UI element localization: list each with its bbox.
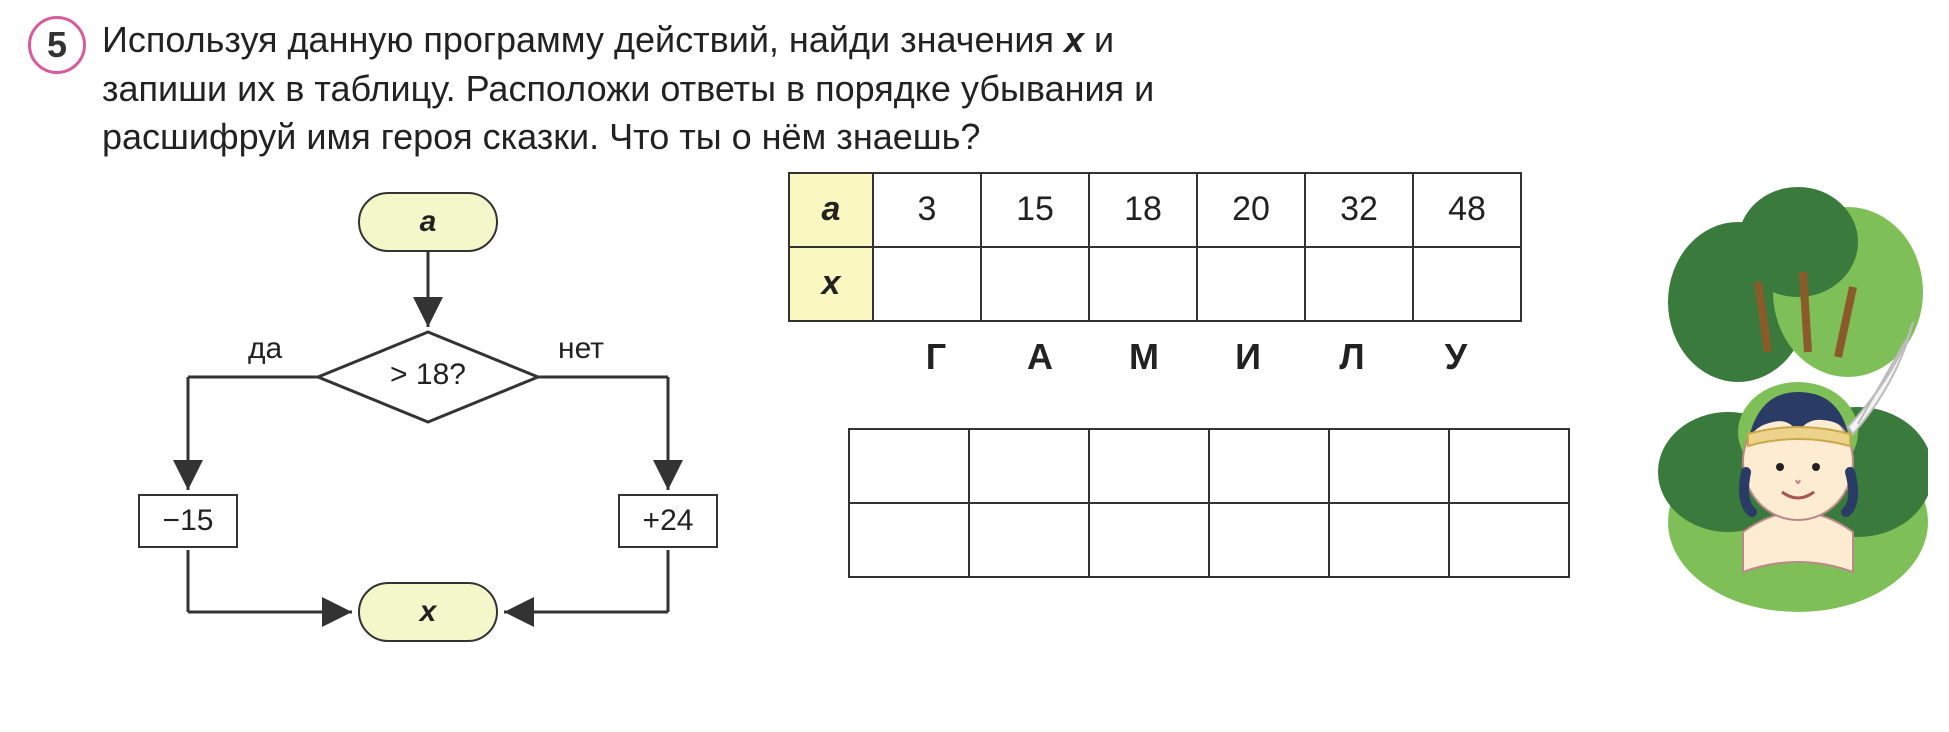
answer-cell[interactable] [849, 429, 969, 503]
row-a-label: a [789, 173, 873, 247]
prompt-part-1b: и [1084, 19, 1114, 60]
x-cell[interactable] [1197, 247, 1305, 321]
answer-cell[interactable] [1449, 503, 1569, 577]
flowchart: a > 18? да нет −15 +24 x [108, 172, 748, 672]
x-cell[interactable] [1305, 247, 1413, 321]
answer-row [849, 503, 1569, 577]
letter: А [988, 336, 1092, 378]
problem-text: Используя данную программу действий, най… [102, 16, 1154, 162]
answer-cell[interactable] [1329, 429, 1449, 503]
prompt-part-1: Используя данную программу действий, най… [102, 19, 1064, 60]
x-cell[interactable] [873, 247, 981, 321]
flowchart-right-op: +24 [618, 494, 718, 548]
letter: Л [1300, 336, 1404, 378]
prompt-part-3: расшифруй имя героя сказки. Что ты о нём… [102, 116, 980, 157]
a-cell: 15 [981, 173, 1089, 247]
character-illustration [1648, 172, 1928, 612]
table-row-a: a 3 15 18 20 32 48 [789, 173, 1521, 247]
values-table: a 3 15 18 20 32 48 x [788, 172, 1522, 322]
prompt-xvar: x [1064, 19, 1084, 60]
answer-cell[interactable] [1209, 429, 1329, 503]
flowchart-left-op: −15 [138, 494, 238, 548]
letter: И [1196, 336, 1300, 378]
flowchart-yes-label: да [248, 332, 282, 366]
answer-cell[interactable] [849, 503, 969, 577]
flowchart-end: x [358, 582, 498, 642]
answer-cell[interactable] [969, 503, 1089, 577]
flowchart-start: a [358, 192, 498, 252]
answer-table [848, 428, 1570, 578]
flowchart-no-label: нет [558, 332, 604, 366]
answer-cell[interactable] [1209, 503, 1329, 577]
row-x-label: x [789, 247, 873, 321]
a-cell: 20 [1197, 173, 1305, 247]
letter-row: Г А М И Л У [884, 336, 1608, 378]
table-row-x: x [789, 247, 1521, 321]
letter: Г [884, 336, 988, 378]
problem-number-badge: 5 [28, 16, 86, 74]
tables-area: a 3 15 18 20 32 48 x Г А М И [788, 172, 1608, 578]
a-cell: 32 [1305, 173, 1413, 247]
a-cell: 48 [1413, 173, 1521, 247]
x-cell[interactable] [1089, 247, 1197, 321]
prompt-part-2: запиши их в таблицу. Расположи ответы в … [102, 68, 1154, 109]
flowchart-decision: > 18? [368, 358, 488, 392]
a-cell: 18 [1089, 173, 1197, 247]
x-cell[interactable] [981, 247, 1089, 321]
letter: У [1404, 336, 1508, 378]
answer-cell[interactable] [1329, 503, 1449, 577]
answer-cell[interactable] [1449, 429, 1569, 503]
answer-cell[interactable] [1089, 429, 1209, 503]
x-cell[interactable] [1413, 247, 1521, 321]
a-cell: 3 [873, 173, 981, 247]
letter: М [1092, 336, 1196, 378]
answer-cell[interactable] [1089, 503, 1209, 577]
answer-cell[interactable] [969, 429, 1089, 503]
answer-row [849, 429, 1569, 503]
